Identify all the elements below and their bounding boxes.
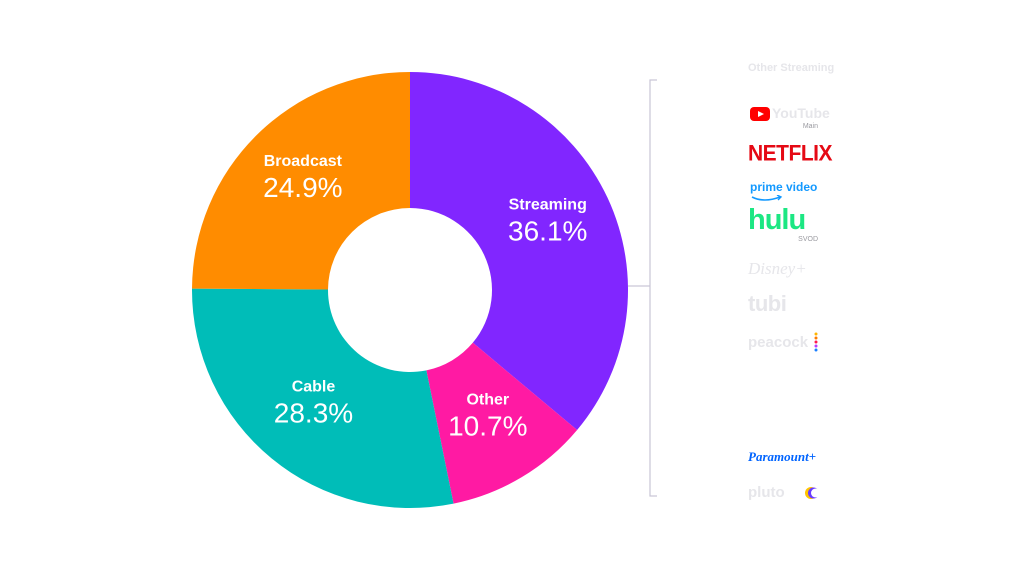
youtube-wordmark: YouTube	[772, 105, 830, 121]
slice-other	[426, 342, 578, 504]
disney-plus-logo: Disney+	[748, 259, 807, 278]
tubi-logo: tubi	[748, 291, 787, 316]
peacock-wordmark: peacock	[748, 334, 809, 351]
slice-value-other: 10.7%	[448, 411, 527, 442]
slice-broadcast	[192, 72, 410, 290]
peacock-dots-icon	[814, 332, 818, 352]
pluto-wordmark: pluto	[748, 484, 785, 501]
peacock-logo: peacock	[748, 332, 820, 354]
slice-value-broadcast: 24.9%	[263, 172, 342, 203]
hulu-wordmark: hulu	[748, 204, 806, 236]
hulu-sub: SVOD	[798, 236, 818, 243]
streaming-bracket	[628, 79, 657, 497]
youtube-play-triangle-icon	[758, 110, 764, 117]
slice-value-cable: 28.3%	[274, 397, 353, 428]
slice-label-broadcast: Broadcast	[264, 153, 343, 170]
paramount-plus-logo: Paramount+	[748, 449, 817, 464]
slice-value-streaming: 36.1%	[508, 216, 587, 247]
prime-smile-icon	[751, 195, 783, 201]
slice-label-streaming: Streaming	[509, 197, 587, 214]
other-streaming-heading: Other Streaming	[748, 62, 835, 74]
slice-cable	[191, 288, 454, 508]
youtube-sub: Main	[802, 123, 818, 130]
netflix-logo: NETFLIX	[748, 141, 833, 166]
prime-wordmark: prime video	[750, 180, 818, 194]
prime-video-logo: prime video	[748, 180, 818, 204]
slice-streaming	[410, 72, 628, 431]
hulu-logo: hulu SVOD	[748, 204, 818, 246]
pluto-moon-icon	[805, 487, 818, 499]
slice-label-other: Other	[466, 392, 509, 409]
pluto-logo: pluto	[748, 484, 820, 504]
youtube-logo: YouTube Main	[748, 105, 830, 135]
slice-label-cable: Cable	[292, 378, 336, 395]
